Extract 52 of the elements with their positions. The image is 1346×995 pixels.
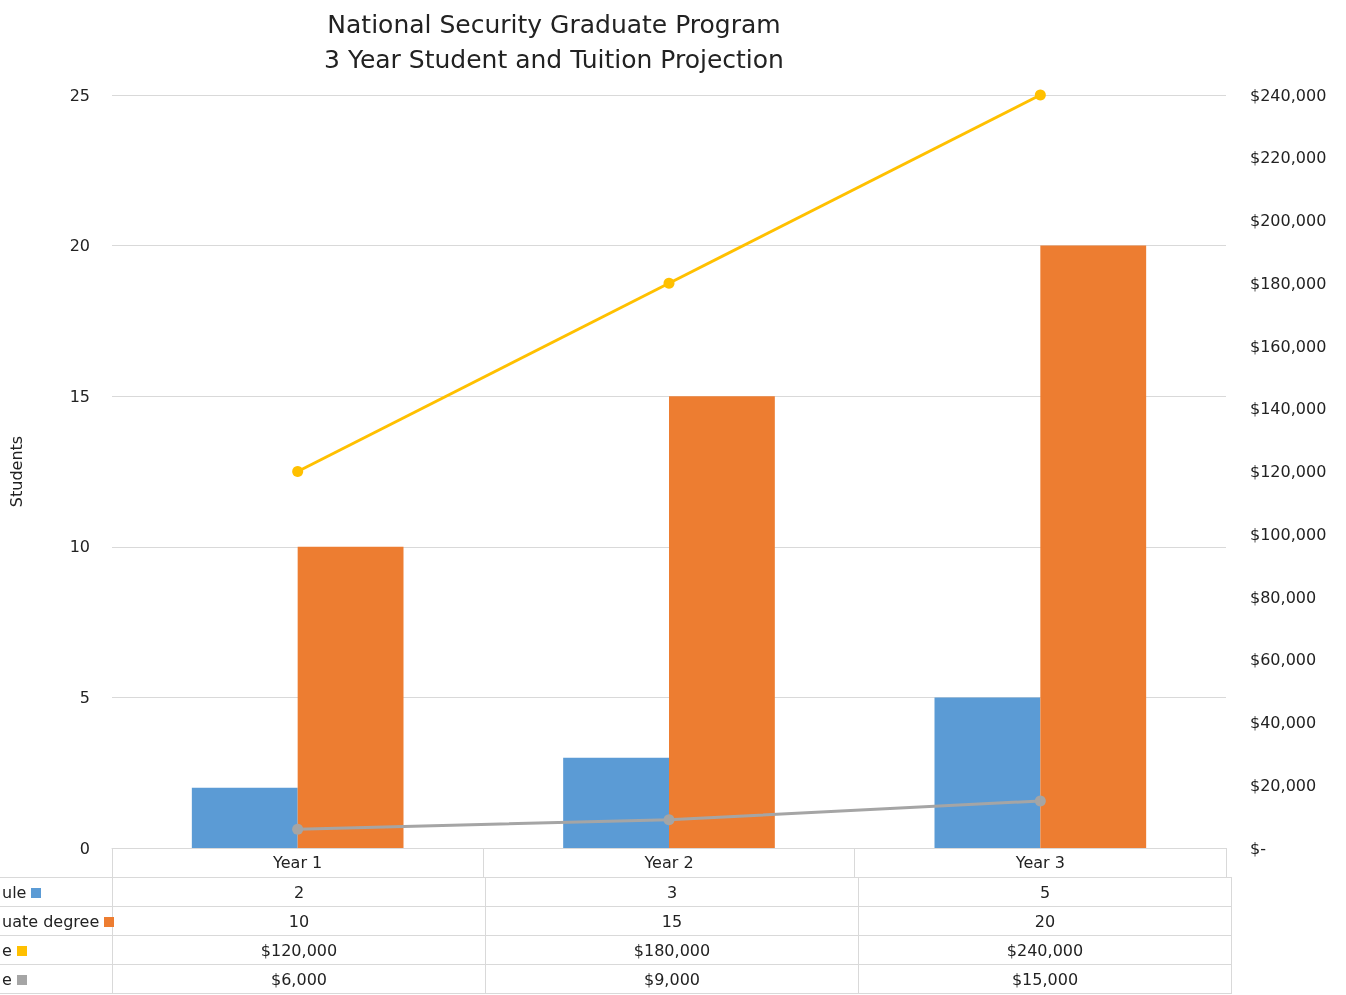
data-label: $15,000 xyxy=(858,964,1232,994)
y2-tick-label: $180,000 xyxy=(1250,273,1327,293)
bar xyxy=(297,546,404,848)
y2-tick-label: $120,000 xyxy=(1250,462,1327,481)
y-tick-label: 20 xyxy=(69,236,90,256)
y2-tick-label: $20,000 xyxy=(1250,775,1317,795)
data-label: 3 xyxy=(485,877,859,907)
y-tick-label: 15 xyxy=(69,386,90,406)
y2-tick-label: $240,000 xyxy=(1250,85,1327,105)
y-tick-label: 10 xyxy=(69,537,90,557)
legend-label: ule xyxy=(2,882,27,902)
x-tick-label: Year 3 xyxy=(1014,852,1065,872)
point xyxy=(1034,89,1046,101)
data-label: 15 xyxy=(485,906,859,936)
y2-tick-label: $40,000 xyxy=(1250,713,1317,732)
bar xyxy=(934,697,1041,848)
y2-tick-label: $220,000 xyxy=(1250,148,1327,168)
bar xyxy=(191,787,298,848)
point xyxy=(663,814,675,826)
bar xyxy=(563,757,669,848)
data-label: 2 xyxy=(112,877,486,907)
y-tick-label: 0 xyxy=(79,838,90,858)
legend-label: e xyxy=(2,969,12,989)
y-tick-label: 25 xyxy=(69,85,90,105)
data-label: 10 xyxy=(112,906,486,936)
data-label: 20 xyxy=(858,906,1232,936)
data-label: 5 xyxy=(858,877,1232,907)
x-tick-label: Year 2 xyxy=(643,852,694,872)
data-label: $9,000 xyxy=(485,964,859,994)
data-label: $6,000 xyxy=(112,964,486,994)
point xyxy=(292,823,304,835)
y2-tick-label: $140,000 xyxy=(1250,399,1327,419)
point xyxy=(663,277,675,289)
data-label: $240,000 xyxy=(858,935,1232,965)
point xyxy=(1034,795,1046,807)
y2-tick-label: $200,000 xyxy=(1250,211,1327,230)
x-tick-label: Year 1 xyxy=(272,852,323,872)
y2-tick-label: $80,000 xyxy=(1250,587,1317,607)
y2-tick-label: $- xyxy=(1250,838,1266,858)
point xyxy=(292,466,304,477)
bar xyxy=(669,396,775,848)
y2-tick-label: $100,000 xyxy=(1250,524,1327,544)
bar xyxy=(1040,245,1147,848)
legend-label: uate degree xyxy=(2,911,100,931)
y2-tick-label: $60,000 xyxy=(1250,650,1317,670)
y-axis-title: Students xyxy=(6,435,26,508)
y2-tick-label: $160,000 xyxy=(1250,336,1327,356)
chart-title: National Security Graduate Program 3 Year Student and Tuition Projection xyxy=(324,10,784,74)
data-label: $120,000 xyxy=(112,935,486,965)
y-tick-label: 5 xyxy=(79,687,90,707)
data-label: $180,000 xyxy=(485,935,859,965)
legend-label: e xyxy=(2,940,12,960)
